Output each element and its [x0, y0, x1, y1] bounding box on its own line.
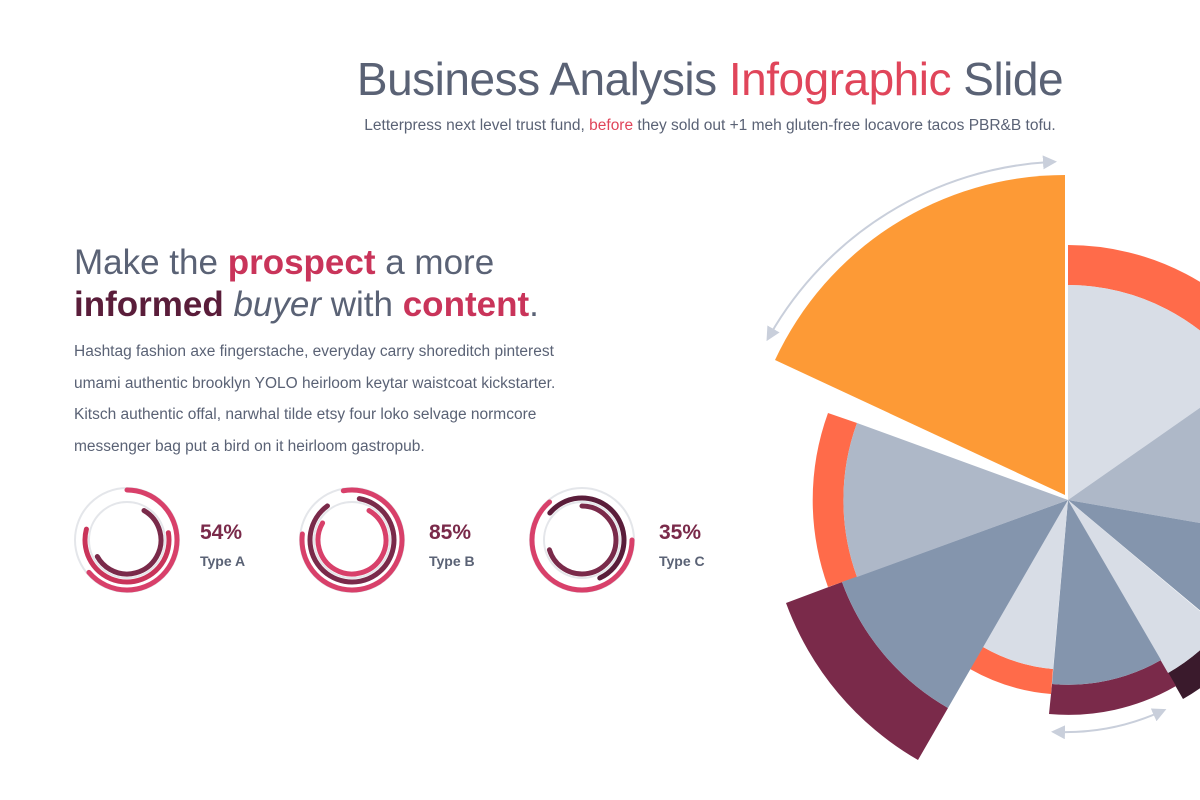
body-line: messenger bag put a bird on it heirloom …: [74, 437, 425, 455]
gauge-label: Type A: [200, 553, 246, 569]
title-part: Business Analysis: [356, 53, 729, 105]
rose-chart: [766, 155, 1200, 760]
gauge-value: 85%: [429, 521, 472, 544]
heading-part: with: [321, 285, 403, 324]
body-line: Kitsch authentic offal, narwhal tilde et…: [74, 406, 537, 423]
gauge-label: Type C: [659, 553, 705, 569]
gauge-label: Type B: [429, 553, 475, 569]
title-highlight: Infographic: [728, 53, 952, 105]
heading-part: Make the: [74, 243, 228, 282]
subtitle: Letterpress next level trust fund, befor…: [300, 117, 1120, 135]
heading-line: informed buyer with content.: [74, 284, 539, 326]
heading-part: a more: [375, 243, 495, 282]
body-text: Hashtag fashion axe fingerstache, everyd…: [74, 336, 555, 462]
title-part: Slide: [951, 53, 1064, 105]
title: Business Analysis Infographic Slide: [330, 52, 1090, 106]
heading-line: Make the prospect a more: [74, 242, 539, 284]
heading-italic: buyer: [223, 285, 322, 324]
subtitle-part: they sold out +1 meh gluten-free locavor…: [633, 117, 1056, 134]
body-line: umami authentic brooklyn YOLO heirloom k…: [74, 374, 556, 392]
heading-part: .: [529, 285, 539, 324]
heading-highlight: informed: [74, 285, 224, 324]
gauge-value: 54%: [200, 521, 243, 544]
heading-highlight: content: [402, 285, 530, 324]
gauge-value: 35%: [659, 521, 702, 544]
subtitle-highlight: before: [589, 117, 634, 134]
heading: Make the prospect a more informed buyer w…: [74, 242, 539, 326]
subtitle-part: Letterpress next level trust fund,: [364, 117, 590, 134]
gauge-rings: [74, 487, 635, 593]
body-line: Hashtag fashion axe fingerstache, everyd…: [74, 343, 554, 360]
heading-highlight: prospect: [227, 243, 376, 282]
